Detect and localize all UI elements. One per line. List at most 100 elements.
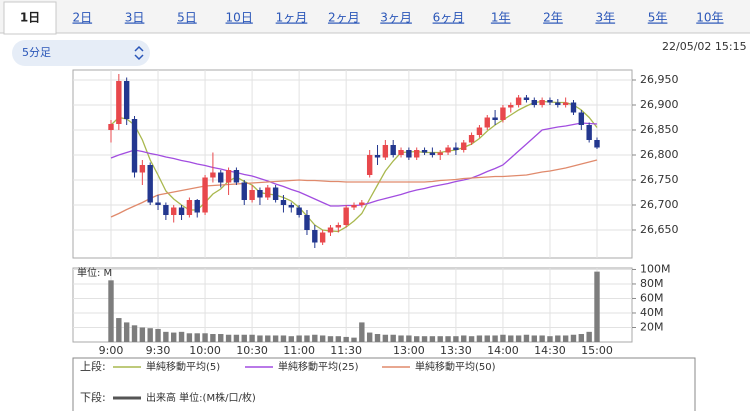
candle-body <box>327 227 334 233</box>
candle-body <box>531 100 537 105</box>
tab[interactable]: 2年 <box>543 11 563 25</box>
candle-body <box>508 105 514 108</box>
candle-body <box>562 102 569 105</box>
candle-body <box>186 200 193 215</box>
volume-bar <box>453 336 459 342</box>
y-tick-label: 26,750 <box>640 173 679 186</box>
volume-bar <box>586 331 592 342</box>
volume-bar <box>523 334 530 342</box>
candle-body <box>461 142 467 150</box>
candle-body <box>335 225 342 228</box>
volume-bar <box>296 335 302 342</box>
candle-body <box>476 127 483 135</box>
candle-body <box>225 170 232 183</box>
tab[interactable]: 3日 <box>125 11 145 25</box>
candle-body <box>116 81 122 124</box>
candle-body <box>249 190 255 200</box>
tab[interactable]: 1ヶ月 <box>276 11 308 25</box>
tab[interactable]: 5年 <box>648 11 668 25</box>
interval-select[interactable] <box>12 40 150 66</box>
y-tick-label: 26,900 <box>640 98 679 111</box>
volume-bar <box>210 334 216 342</box>
volume-bar <box>570 334 577 342</box>
candle-body <box>202 177 208 213</box>
volume-bar <box>272 335 279 342</box>
volume-bar <box>539 335 545 342</box>
volume-bar <box>163 331 169 342</box>
volume-bar <box>123 322 130 342</box>
candle-body <box>523 97 530 100</box>
y-tick-label: 26,850 <box>640 123 679 136</box>
candle-body <box>594 140 600 148</box>
volume-bar <box>515 335 522 342</box>
candle-body <box>304 215 310 230</box>
volume-bar <box>374 334 381 342</box>
tab[interactable]: 1年 <box>491 11 511 25</box>
volume-bar <box>500 334 506 342</box>
tab[interactable]: 3ヶ月 <box>380 11 412 25</box>
volume-bar <box>288 336 294 342</box>
candle-body <box>280 200 287 205</box>
volume-bar <box>116 318 122 342</box>
x-tick-label: 9:30 <box>146 344 171 357</box>
volume-bar <box>484 335 490 342</box>
volume-bar <box>280 335 287 342</box>
volume-bar <box>343 336 349 342</box>
candle-body <box>171 207 177 215</box>
candle-body <box>406 150 412 158</box>
candle-body <box>288 205 294 208</box>
volume-bar <box>351 337 357 342</box>
volume-bar <box>249 334 255 342</box>
interval-label: 5分足 <box>22 46 51 59</box>
tab[interactable]: 10年 <box>696 11 723 25</box>
candle-body <box>210 172 216 178</box>
x-tick-label: 15:00 <box>581 344 613 357</box>
legend-label: 単純移動平均(50) <box>415 360 496 373</box>
legend-label: 出来高 単位:(M株/口/枚) <box>146 391 256 404</box>
candle-body <box>382 145 389 158</box>
tab[interactable]: 5日 <box>177 11 197 25</box>
y-tick-label: 26,650 <box>640 223 679 236</box>
y-tick-label: 60M <box>640 291 664 304</box>
tab[interactable]: 10日 <box>226 11 253 25</box>
volume-bar <box>147 328 153 342</box>
volume-bar <box>241 334 247 342</box>
candle-body <box>492 117 498 120</box>
volume-bar <box>335 336 342 342</box>
y-tick-label: 100M <box>640 262 671 275</box>
y-tick-label: 26,950 <box>640 73 679 86</box>
tab[interactable]: 6ヶ月 <box>433 11 465 25</box>
tab[interactable]: 2日 <box>72 11 92 25</box>
x-tick-label: 10:00 <box>189 344 221 357</box>
tab[interactable]: 3年 <box>595 11 615 25</box>
y-tick-label: 40M <box>640 306 664 319</box>
candle-body <box>296 207 302 215</box>
candle-body <box>241 182 247 200</box>
candle-body <box>484 117 490 128</box>
candle-body <box>539 100 545 105</box>
tab[interactable]: 1日 <box>20 11 40 25</box>
tab[interactable]: 2ヶ月 <box>328 11 360 25</box>
volume-bar <box>468 336 475 342</box>
volume-bar <box>171 332 177 342</box>
candle-body <box>500 107 506 120</box>
candle-body <box>445 147 451 153</box>
volume-bar <box>108 280 114 342</box>
candle-body <box>233 170 240 183</box>
candle-body <box>123 81 130 119</box>
volume-bar <box>398 335 404 342</box>
volume-bar <box>508 335 514 342</box>
price-panel <box>72 69 633 259</box>
candle-body <box>343 207 349 225</box>
tab-bar <box>0 0 750 33</box>
timestamp: 22/05/02 15:15 <box>662 40 747 53</box>
volume-bar <box>594 271 600 342</box>
candle-body <box>414 150 420 158</box>
candle-body <box>155 202 161 205</box>
volume-bar <box>304 335 310 342</box>
candle-body <box>390 145 396 155</box>
volume-bar <box>461 335 467 342</box>
candle-body <box>578 112 585 125</box>
candle-body <box>366 155 373 175</box>
